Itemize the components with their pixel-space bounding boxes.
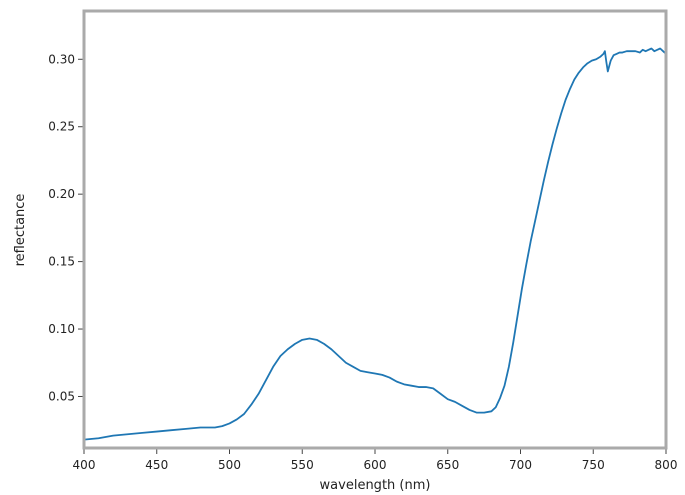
x-axis-label: wavelength (nm)	[320, 478, 431, 493]
x-axis-ticks: 400 450 500 550 600 650 700 750 800	[73, 449, 678, 472]
y-axis-label: reflectance	[13, 194, 28, 267]
y-tick-label: 0.20	[48, 187, 75, 201]
x-tick-label: 550	[291, 458, 314, 472]
x-tick-label: 600	[364, 458, 387, 472]
y-tick-label: 0.05	[48, 389, 75, 403]
x-tick-label: 400	[73, 458, 96, 472]
y-tick-label: 0.30	[48, 52, 75, 66]
plot-layer	[83, 47, 667, 441]
x-tick-label: 700	[509, 458, 532, 472]
y-tick-label: 0.10	[48, 322, 75, 336]
x-tick-label: 650	[436, 458, 459, 472]
x-tick-label: 500	[218, 458, 241, 472]
x-tick-label: 750	[582, 458, 605, 472]
y-tick-label: 0.25	[48, 120, 75, 134]
y-tick-label: 0.15	[48, 255, 75, 269]
reflectance-series-line-0	[83, 47, 667, 441]
plot-frame	[82, 9, 668, 450]
x-tick-label: 800	[655, 458, 678, 472]
x-tick-label: 450	[145, 458, 168, 472]
y-axis-ticks: 0.05 0.10 0.15 0.20 0.25 0.30	[48, 52, 83, 403]
